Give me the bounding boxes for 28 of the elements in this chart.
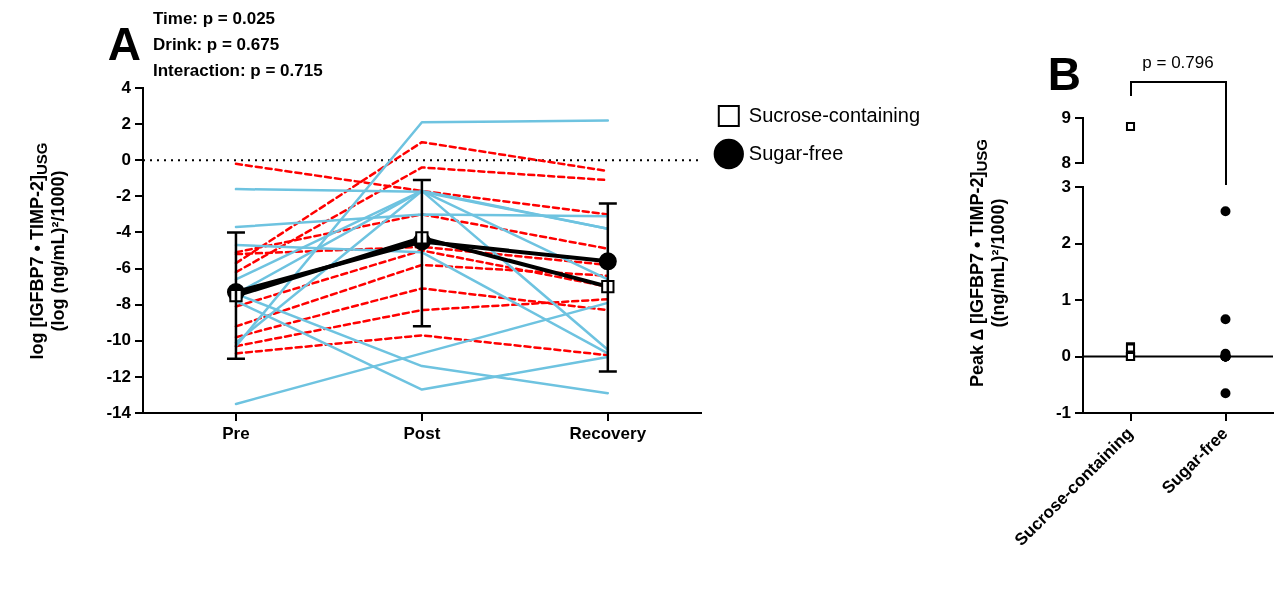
y-tick-label: -14 bbox=[106, 402, 132, 422]
y-tick-label: -10 bbox=[106, 330, 131, 350]
y-tick-label: 0 bbox=[121, 149, 131, 169]
x-tick-label: Post bbox=[403, 423, 441, 443]
text: Interaction: p = 0.715 bbox=[153, 61, 323, 80]
chart-title: B bbox=[1047, 48, 1081, 100]
y-tick-label: 8 bbox=[1061, 152, 1071, 172]
text: Time: p = 0.025 bbox=[153, 9, 276, 28]
y-tick-label: -6 bbox=[115, 258, 131, 278]
y-tick-label: 3 bbox=[1061, 176, 1071, 196]
y-tick-label: 9 bbox=[1061, 107, 1071, 127]
x-tick-label: Recovery bbox=[569, 423, 647, 443]
y-tick-label: 0 bbox=[1061, 346, 1071, 366]
y-tick-label: 1 bbox=[1061, 289, 1071, 309]
y-tick-label: -4 bbox=[115, 222, 132, 242]
text: Drink: p = 0.675 bbox=[153, 35, 280, 54]
y-tick-label: 2 bbox=[121, 113, 131, 133]
y-tick-label: -2 bbox=[115, 186, 131, 206]
y-tick-label: 2 bbox=[1061, 233, 1071, 253]
legend-label: Sucrose-containing bbox=[748, 103, 921, 126]
x-tick-label: Pre bbox=[222, 423, 250, 443]
y-tick-label: -1 bbox=[1055, 402, 1071, 422]
y-tick-label: -8 bbox=[115, 294, 131, 314]
chart-title: A bbox=[107, 18, 141, 70]
text: p = 0.796 bbox=[1142, 53, 1214, 72]
y-tick-label: 4 bbox=[121, 77, 132, 97]
legend-label: Sugar-free bbox=[748, 141, 844, 164]
y-tick-label: -12 bbox=[106, 366, 131, 386]
